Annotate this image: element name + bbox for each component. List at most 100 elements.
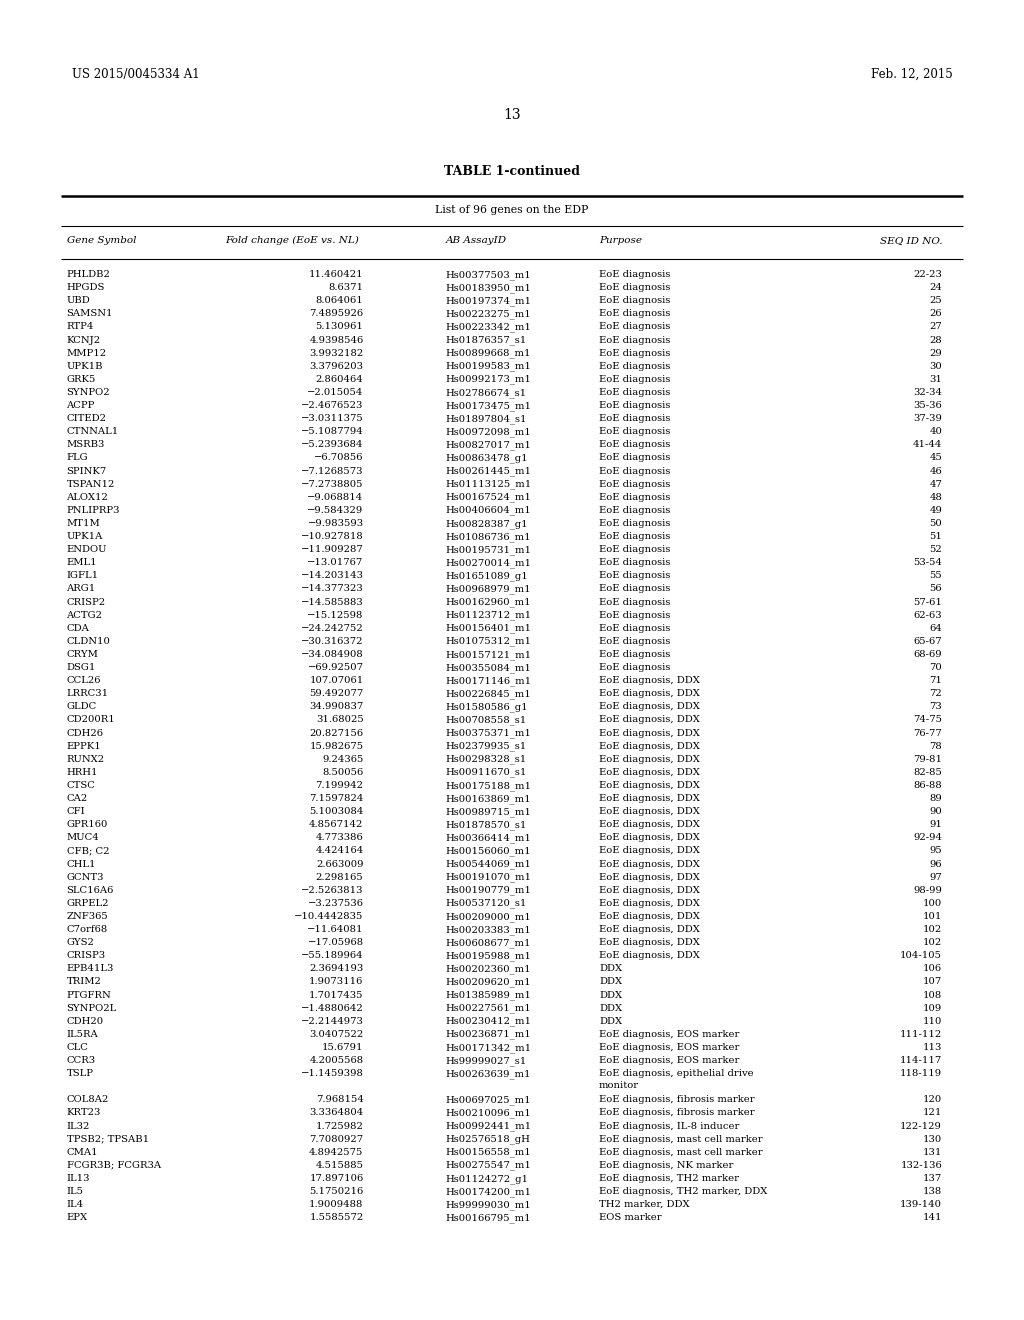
Text: Hs00608677_m1: Hs00608677_m1 <box>445 939 530 948</box>
Text: CMA1: CMA1 <box>67 1147 98 1156</box>
Text: Hs00972098_m1: Hs00972098_m1 <box>445 428 531 437</box>
Text: CRYM: CRYM <box>67 649 98 659</box>
Text: EoE diagnosis, DDX: EoE diagnosis, DDX <box>599 873 700 882</box>
Text: 8.50056: 8.50056 <box>323 768 364 776</box>
Text: −7.1268573: −7.1268573 <box>301 466 364 475</box>
Text: Hs00236871_m1: Hs00236871_m1 <box>445 1030 531 1039</box>
Text: ALOX12: ALOX12 <box>67 492 109 502</box>
Text: 4.515885: 4.515885 <box>315 1160 364 1170</box>
Text: Hs01113125_m1: Hs01113125_m1 <box>445 479 531 490</box>
Text: TRIM2: TRIM2 <box>67 977 101 986</box>
Text: Hs00223275_m1: Hs00223275_m1 <box>445 309 531 319</box>
Text: COL8A2: COL8A2 <box>67 1096 109 1105</box>
Text: 91: 91 <box>929 820 942 829</box>
Text: 25: 25 <box>930 296 942 305</box>
Text: Purpose: Purpose <box>599 236 642 246</box>
Text: 45: 45 <box>929 453 942 462</box>
Text: CFB; C2: CFB; C2 <box>67 846 110 855</box>
Text: Hs00406604_m1: Hs00406604_m1 <box>445 506 531 516</box>
Text: 109: 109 <box>923 1003 942 1012</box>
Text: ZNF365: ZNF365 <box>67 912 109 921</box>
Text: EoE diagnosis: EoE diagnosis <box>599 362 671 371</box>
Text: Hs00156558_m1: Hs00156558_m1 <box>445 1147 531 1158</box>
Text: 28: 28 <box>930 335 942 345</box>
Text: UPK1A: UPK1A <box>67 532 103 541</box>
Text: EoE diagnosis, TH2 marker, DDX: EoE diagnosis, TH2 marker, DDX <box>599 1187 767 1196</box>
Text: Hs00195731_m1: Hs00195731_m1 <box>445 545 531 554</box>
Text: 72: 72 <box>930 689 942 698</box>
Text: US 2015/0045334 A1: US 2015/0045334 A1 <box>72 69 200 81</box>
Text: Hs00175188_m1: Hs00175188_m1 <box>445 781 531 791</box>
Text: EoE diagnosis, DDX: EoE diagnosis, DDX <box>599 833 700 842</box>
Text: CCL26: CCL26 <box>67 676 101 685</box>
Text: TSLP: TSLP <box>67 1069 93 1078</box>
Text: CRISP2: CRISP2 <box>67 598 105 606</box>
Text: 46: 46 <box>930 466 942 475</box>
Text: −3.0311375: −3.0311375 <box>301 414 364 424</box>
Text: FLG: FLG <box>67 453 88 462</box>
Text: 102: 102 <box>923 939 942 948</box>
Text: EoE diagnosis, DDX: EoE diagnosis, DDX <box>599 689 700 698</box>
Text: 118-119: 118-119 <box>900 1069 942 1078</box>
Text: 4.424164: 4.424164 <box>315 846 364 855</box>
Text: EoE diagnosis: EoE diagnosis <box>599 506 671 515</box>
Text: 15.982675: 15.982675 <box>309 742 364 751</box>
Text: 4.8942575: 4.8942575 <box>309 1147 364 1156</box>
Text: EoE diagnosis: EoE diagnosis <box>599 322 671 331</box>
Text: EoE diagnosis: EoE diagnosis <box>599 519 671 528</box>
Text: 97: 97 <box>930 873 942 882</box>
Text: IL5RA: IL5RA <box>67 1030 98 1039</box>
Text: Hs00197374_m1: Hs00197374_m1 <box>445 296 531 306</box>
Text: Hs00171342_m1: Hs00171342_m1 <box>445 1043 531 1052</box>
Text: 7.4895926: 7.4895926 <box>309 309 364 318</box>
Text: EoE diagnosis: EoE diagnosis <box>599 636 671 645</box>
Text: 27: 27 <box>930 322 942 331</box>
Text: 2.298165: 2.298165 <box>315 873 364 882</box>
Text: 107: 107 <box>923 977 942 986</box>
Text: EOS marker: EOS marker <box>599 1213 662 1222</box>
Text: 138: 138 <box>923 1187 942 1196</box>
Text: RUNX2: RUNX2 <box>67 755 104 764</box>
Text: 3.3796203: 3.3796203 <box>309 362 364 371</box>
Text: EoE diagnosis: EoE diagnosis <box>599 375 671 384</box>
Text: ACTG2: ACTG2 <box>67 611 102 619</box>
Text: 7.1597824: 7.1597824 <box>309 795 364 803</box>
Text: 7.7080927: 7.7080927 <box>309 1135 364 1143</box>
Text: EoE diagnosis: EoE diagnosis <box>599 441 671 449</box>
Text: 132-136: 132-136 <box>900 1160 942 1170</box>
Text: EoE diagnosis, DDX: EoE diagnosis, DDX <box>599 939 700 948</box>
Text: EoE diagnosis: EoE diagnosis <box>599 453 671 462</box>
Text: EPPK1: EPPK1 <box>67 742 101 751</box>
Text: −34.084908: −34.084908 <box>301 649 364 659</box>
Text: 1.9073116: 1.9073116 <box>309 977 364 986</box>
Text: CD200R1: CD200R1 <box>67 715 116 725</box>
Text: EoE diagnosis, DDX: EoE diagnosis, DDX <box>599 781 700 789</box>
Text: EoE diagnosis: EoE diagnosis <box>599 401 671 411</box>
Text: Hs00210096_m1: Hs00210096_m1 <box>445 1109 531 1118</box>
Text: CCR3: CCR3 <box>67 1056 95 1065</box>
Text: 51: 51 <box>929 532 942 541</box>
Text: Hs00270014_m1: Hs00270014_m1 <box>445 558 531 568</box>
Text: TSPAN12: TSPAN12 <box>67 479 115 488</box>
Text: EoE diagnosis: EoE diagnosis <box>599 649 671 659</box>
Text: Hs00163869_m1: Hs00163869_m1 <box>445 795 531 804</box>
Text: 7.199942: 7.199942 <box>315 781 364 789</box>
Text: KRT23: KRT23 <box>67 1109 101 1118</box>
Text: EoE diagnosis, EOS marker: EoE diagnosis, EOS marker <box>599 1056 739 1065</box>
Text: 3.9932182: 3.9932182 <box>309 348 364 358</box>
Text: 113: 113 <box>923 1043 942 1052</box>
Text: UPK1B: UPK1B <box>67 362 103 371</box>
Text: Hs99999030_m1: Hs99999030_m1 <box>445 1200 531 1210</box>
Text: 1.7017435: 1.7017435 <box>309 990 364 999</box>
Text: EoE diagnosis, DDX: EoE diagnosis, DDX <box>599 807 700 816</box>
Text: Hs00173475_m1: Hs00173475_m1 <box>445 401 531 411</box>
Text: monitor: monitor <box>599 1081 639 1090</box>
Text: EoE diagnosis: EoE diagnosis <box>599 271 671 279</box>
Text: 17.897106: 17.897106 <box>309 1173 364 1183</box>
Text: EoE diagnosis: EoE diagnosis <box>599 663 671 672</box>
Text: 2.663009: 2.663009 <box>316 859 364 869</box>
Text: 111-112: 111-112 <box>900 1030 942 1039</box>
Text: TABLE 1-continued: TABLE 1-continued <box>444 165 580 178</box>
Text: 68-69: 68-69 <box>913 649 942 659</box>
Text: SLC16A6: SLC16A6 <box>67 886 114 895</box>
